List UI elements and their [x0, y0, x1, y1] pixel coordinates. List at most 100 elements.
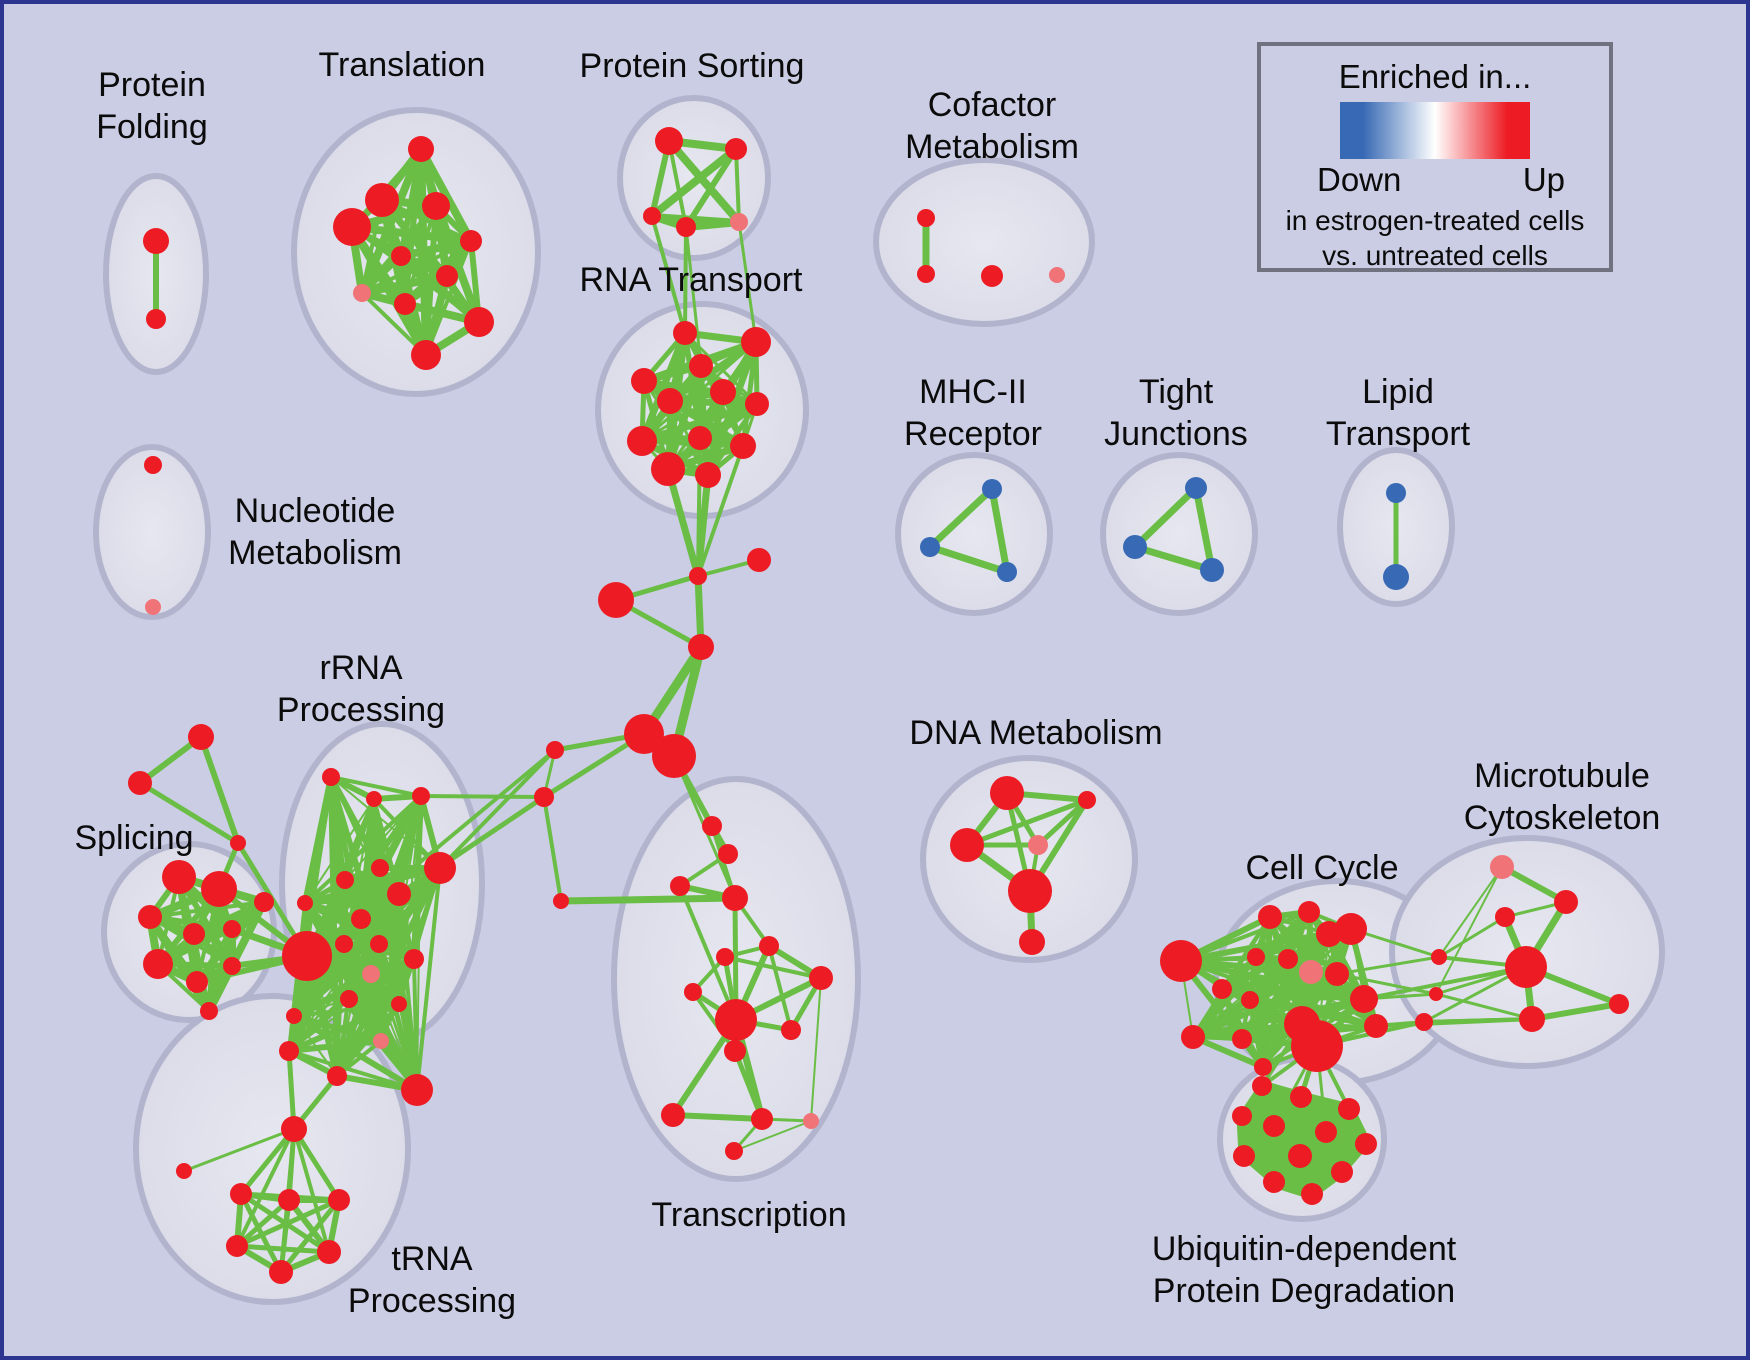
network-edge [417, 145, 475, 245]
gene-set-node [1028, 835, 1048, 855]
gene-set-node [230, 835, 246, 851]
network-edge [291, 956, 417, 1019]
gene-set-node [1232, 1029, 1252, 1049]
cluster-ellipse-tight-junctions [1100, 452, 1258, 616]
gene-set-node [553, 893, 569, 909]
gene-set-node [534, 787, 554, 807]
gene-set-node [702, 816, 722, 836]
gene-set-node [781, 1020, 801, 1040]
gene-set-node [689, 567, 707, 585]
network-edge [305, 748, 557, 958]
cluster-label-mhc-ii-receptor: MHC-II Receptor [904, 373, 1042, 453]
network-edge [648, 145, 740, 220]
network-edge [696, 436, 702, 578]
gene-set-node [1350, 985, 1378, 1013]
network-edge [1221, 958, 1289, 990]
network-edge [278, 1197, 342, 1275]
gene-set-node [673, 321, 697, 345]
gene-set-node [710, 379, 736, 405]
gene-set-node [917, 265, 935, 283]
gene-set-node [1233, 1145, 1255, 1167]
gene-set-node [1554, 890, 1578, 914]
gene-set-node [1490, 855, 1514, 879]
legend-caption-line2: vs. untreated cells [1322, 240, 1548, 271]
gene-set-node [1160, 940, 1202, 982]
network-edge [732, 1048, 765, 1122]
cluster-ellipse-mhc-ii-receptor [895, 452, 1053, 616]
network-edge [303, 794, 423, 905]
gene-set-node [408, 136, 434, 162]
gene-set-node [269, 1260, 293, 1284]
network-edge [329, 775, 423, 798]
gene-set-node [1505, 946, 1547, 988]
network-edge [733, 1120, 812, 1152]
gene-set-node [394, 293, 416, 315]
gene-set-node [1254, 1058, 1272, 1076]
gene-set-node [278, 1189, 300, 1211]
cluster-label-protein-folding: Protein Folding [96, 66, 208, 146]
network-edge [291, 1013, 384, 1044]
network-edge [1192, 484, 1216, 574]
gene-set-node [230, 1183, 252, 1205]
gene-set-node [982, 479, 1002, 499]
network-edge [1219, 986, 1367, 1002]
gene-set-node [725, 1142, 743, 1160]
gene-set-node [1429, 987, 1443, 1001]
legend-gradient-bar [1340, 102, 1530, 159]
gene-set-node [322, 768, 340, 786]
cluster-label-microtubule-cytoskeleton: Microtubule Cytoskeleton [1464, 757, 1661, 837]
gene-set-node [1263, 1115, 1285, 1137]
gene-set-node [365, 183, 399, 217]
gene-set-node [412, 787, 430, 805]
legend-caption-line1: in estrogen-treated cells [1285, 205, 1585, 236]
network-edge [810, 977, 822, 1122]
network-edge [358, 272, 451, 297]
network-edge [302, 891, 402, 906]
legend-up-label: Up [1522, 161, 1565, 198]
gene-set-node [652, 734, 696, 778]
gene-set-node [282, 931, 332, 981]
gene-set-node [146, 309, 166, 329]
gene-set-node [1364, 1014, 1388, 1038]
legend-axis-labels: Down Up [1261, 159, 1609, 199]
gene-set-node [391, 996, 407, 1012]
network-edge [1374, 1017, 1534, 1028]
network-edge [412, 957, 419, 1092]
cluster-label-dna-metabolism: DNA Metabolism [909, 714, 1162, 752]
gene-set-node [1252, 1076, 1272, 1096]
gene-set-node [751, 1108, 773, 1130]
network-edge [419, 794, 546, 799]
gene-set-node [436, 265, 458, 287]
legend-title: Enriched in... [1338, 58, 1532, 95]
gene-set-node [920, 537, 940, 557]
network-edge [1190, 996, 1367, 1040]
cluster-label-protein-sorting: Protein Sorting [580, 47, 805, 85]
network-edge [650, 214, 687, 335]
network-edge [330, 776, 441, 869]
gene-set-node [1338, 1098, 1360, 1120]
gene-set-node [200, 1002, 218, 1020]
gene-set-node [1049, 267, 1065, 283]
gene-set-node [1200, 558, 1224, 582]
network-edge [234, 1243, 332, 1255]
network-edge [638, 400, 761, 445]
gene-set-node [145, 599, 161, 615]
gene-set-node [1495, 907, 1515, 927]
gene-set-node [371, 859, 389, 877]
gene-set-node [1609, 994, 1629, 1014]
gene-set-node [631, 368, 657, 394]
network-edge [397, 892, 419, 1092]
gene-set-node [651, 452, 685, 486]
gene-set-node [670, 876, 690, 896]
gene-set-node [351, 909, 371, 929]
network-edge [557, 894, 739, 905]
network-edge [665, 137, 743, 226]
network-edge [438, 748, 557, 870]
network-edge [334, 956, 417, 1079]
gene-set-node [138, 905, 162, 929]
gene-set-node [990, 776, 1024, 810]
gene-set-node [546, 741, 564, 759]
network-edge [1131, 543, 1216, 574]
network-edge [1529, 1001, 1622, 1022]
gene-set-node [730, 213, 748, 231]
